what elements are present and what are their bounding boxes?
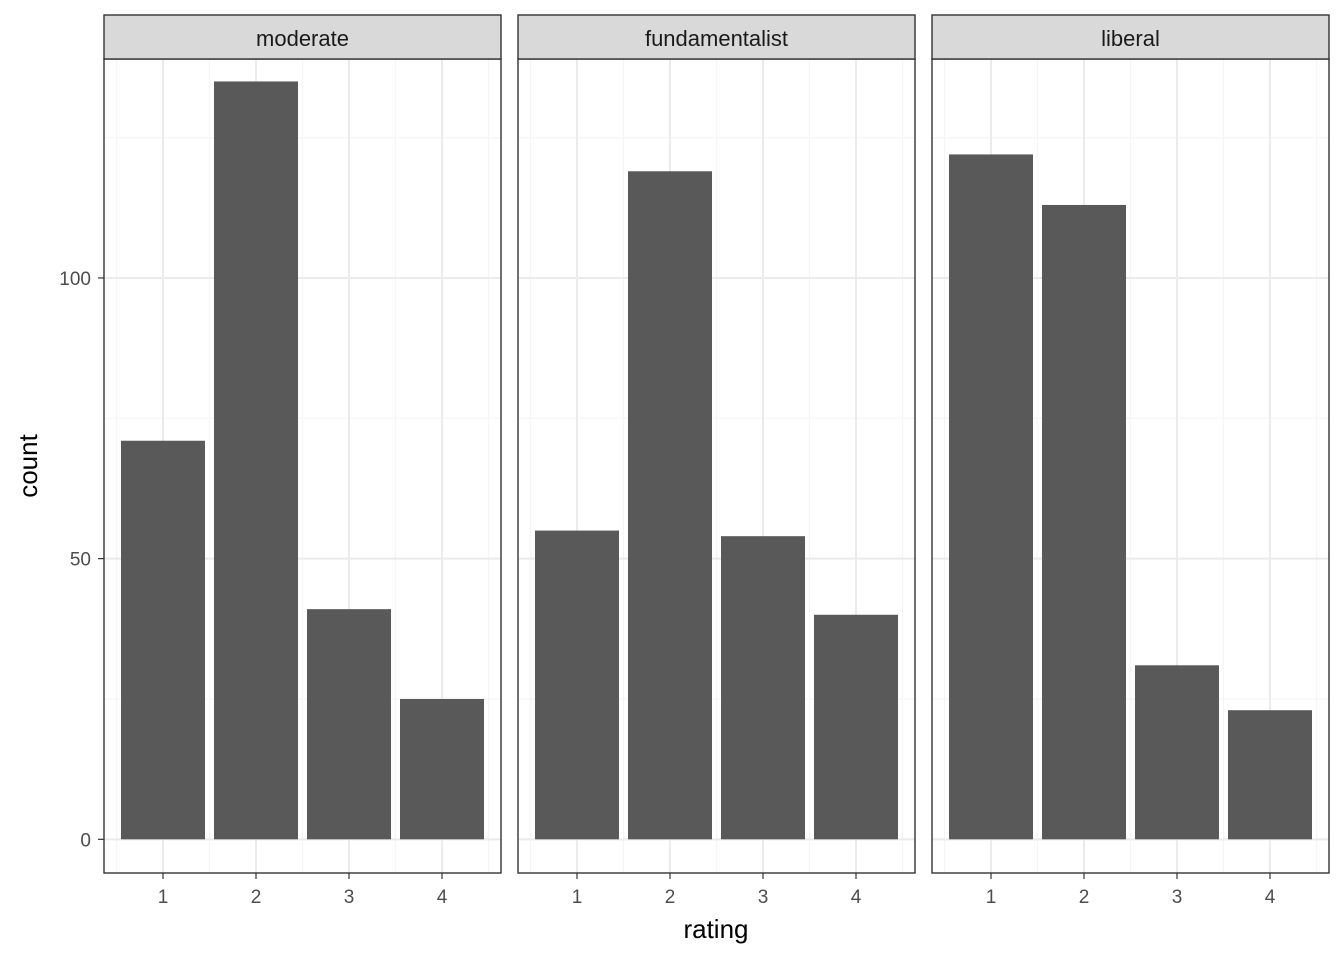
bar-fundamentalist-3 [721,536,805,840]
bar-liberal-3 [1135,665,1219,840]
facet-strip-label: fundamentalist [645,26,788,51]
x-tick-label: 4 [1265,887,1276,908]
x-tick-label: 2 [665,887,676,908]
bar-fundamentalist-1 [535,530,619,840]
y-tick-label: 50 [70,550,91,571]
x-tick-label: 2 [1079,887,1090,908]
bar-liberal-1 [949,154,1033,840]
facet-strip [931,14,1330,60]
bar-fundamentalist-4 [814,614,898,840]
facet-panel-moderate: moderate 1 2 3 4 [103,14,502,908]
y-axis-title: count [13,433,43,497]
facet-panels: moderate 1 2 3 4 fundamentalist 1 2 3 4 liberal 1 2 3… [103,14,1330,908]
x-tick-label: 4 [851,887,862,908]
x-tick-label: 2 [251,887,262,908]
x-tick-label: 3 [758,887,769,908]
facet-strip-label: moderate [256,26,349,51]
bar-liberal-2 [1042,204,1126,840]
x-tick-label: 1 [158,887,169,908]
x-tick-label: 1 [572,887,583,908]
x-tick-label: 3 [1172,887,1183,908]
bar-liberal-4 [1228,710,1312,840]
x-tick-label: 1 [986,887,997,908]
y-tick-label: 0 [80,830,91,851]
facet-strip-label: liberal [1101,26,1160,51]
x-tick-label: 4 [437,887,448,908]
bar-moderate-2 [214,81,298,840]
x-tick-label: 3 [344,887,355,908]
y-axis: 0 50 100 [59,269,104,851]
facet-strip [517,14,916,60]
bar-moderate-1 [121,440,205,840]
facet-strip [103,14,502,60]
bar-fundamentalist-2 [628,171,712,840]
facet-panel-liberal: liberal 1 2 3 4 [931,14,1330,908]
bar-moderate-3 [307,609,391,840]
y-tick-label: 100 [59,269,91,290]
facet-panel-fundamentalist: fundamentalist 1 2 3 4 [517,14,916,908]
x-axis-title: rating [683,914,748,944]
bar-moderate-4 [400,698,484,840]
